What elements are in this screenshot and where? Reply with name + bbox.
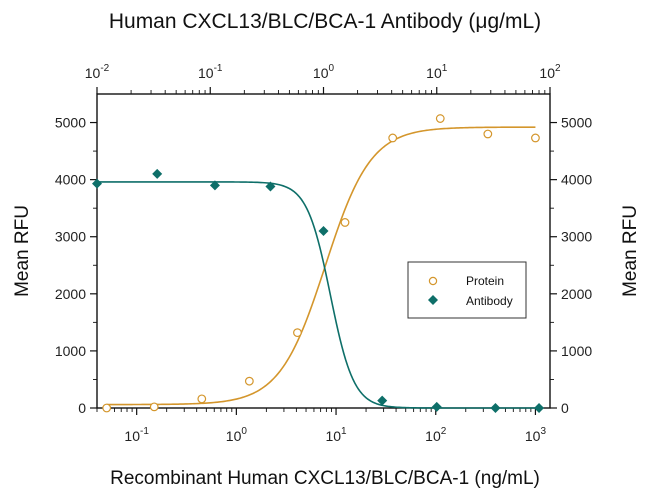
antibody-point (318, 226, 329, 237)
bottom-tick-label-base: 10 (425, 428, 441, 444)
left-tick-label: 4000 (55, 172, 86, 188)
protein-point (102, 403, 112, 413)
left-axis: 0 1000 2000 3000 4000 5000 (55, 115, 97, 416)
antibody-point (534, 403, 545, 413)
protein-fit-curve (106, 126, 536, 406)
right-tick-label: 1000 (561, 343, 592, 359)
data-markers (92, 114, 545, 413)
protein-point (149, 402, 159, 412)
legend-box (407, 261, 527, 319)
y-axis-label-right: Mean RFU (620, 205, 641, 297)
protein-point (197, 394, 207, 404)
top-tick-label-base: 10 (198, 65, 214, 81)
top-tick-label-exp: -1 (214, 63, 223, 74)
top-tick-label: 101 (426, 63, 448, 81)
right-tick-label: 5000 (561, 115, 592, 131)
y-axis-label-left: Mean RFU (12, 205, 33, 297)
bottom-tick-label: 100 (226, 426, 248, 444)
bottom-tick-label: 103 (525, 426, 547, 444)
protein-point (244, 376, 254, 386)
protein-point (483, 129, 493, 139)
antibody-fit-curve (97, 181, 540, 409)
left-tick-label: 0 (78, 400, 86, 416)
right-tick-label: 0 (561, 400, 569, 416)
bottom-tick-label-exp: 1 (341, 426, 347, 437)
bottom-tick-label: 102 (425, 426, 447, 444)
top-tick-label-exp: -2 (100, 63, 109, 74)
antibody-point (92, 178, 102, 189)
protein-point (435, 114, 445, 123)
chart-title: Human CXCL13/BLC/BCA-1 Antibody (μg/mL) (109, 10, 541, 33)
top-tick-label: 102 (539, 63, 561, 81)
left-tick-label: 5000 (55, 115, 86, 131)
protein-point (293, 328, 302, 338)
antibody-point (265, 181, 276, 192)
antibody-point (152, 168, 163, 179)
legend: Protein Antibody (407, 261, 527, 319)
left-tick-label: 2000 (55, 286, 86, 302)
top-axis: 10-2 10-1 100 101 102 (85, 63, 561, 94)
protein-point (531, 133, 540, 143)
bottom-tick-label: 10-1 (124, 426, 149, 444)
bottom-tick-label-base: 10 (525, 428, 541, 444)
left-tick-label: 1000 (55, 343, 86, 359)
bottom-tick-label-exp: 0 (241, 426, 247, 437)
bottom-tick-label-base: 10 (124, 428, 140, 444)
right-tick-label: 2000 (561, 286, 592, 302)
top-tick-label: 100 (313, 63, 335, 81)
legend-protein-marker (428, 276, 438, 286)
top-tick-label-base: 10 (85, 65, 101, 81)
antibody-point (490, 403, 501, 413)
plot-frame (96, 93, 551, 409)
right-axis: 0 1000 2000 3000 4000 5000 (550, 115, 592, 416)
legend-antibody-label: Antibody (466, 294, 513, 308)
top-tick-label-base: 10 (539, 65, 555, 81)
bottom-axis: 10-1 100 101 102 103 (96, 408, 547, 444)
legend-protein-label: Protein (466, 274, 504, 288)
right-tick-label: 3000 (561, 229, 592, 245)
top-tick-label-exp: 1 (442, 63, 448, 74)
antibody-point (431, 401, 442, 412)
antibody-point (209, 180, 220, 191)
x-axis-label: Recombinant Human CXCL13/BLC/BCA-1 (ng/m… (110, 468, 540, 489)
bottom-tick-label-base: 10 (226, 428, 242, 444)
left-tick-label: 3000 (55, 229, 86, 245)
antibody-point (377, 395, 388, 406)
top-tick-label-exp: 2 (555, 63, 561, 74)
legend-antibody-marker (428, 295, 438, 305)
protein-point (388, 133, 398, 143)
top-tick-label-base: 10 (313, 65, 329, 81)
top-tick-label-exp: 0 (329, 63, 335, 74)
protein-point (340, 218, 350, 227)
bottom-tick-label-exp: 2 (441, 426, 447, 437)
bottom-tick-label-exp: 3 (540, 426, 546, 437)
bottom-tick-label-base: 10 (325, 428, 341, 444)
top-tick-label: 10-1 (198, 63, 223, 81)
top-tick-label-base: 10 (426, 65, 442, 81)
bottom-tick-label-exp: -1 (140, 426, 149, 437)
top-tick-label: 10-2 (85, 63, 110, 81)
right-tick-label: 4000 (561, 172, 592, 188)
fit-curves (97, 126, 540, 409)
bottom-tick-label: 101 (325, 426, 347, 444)
